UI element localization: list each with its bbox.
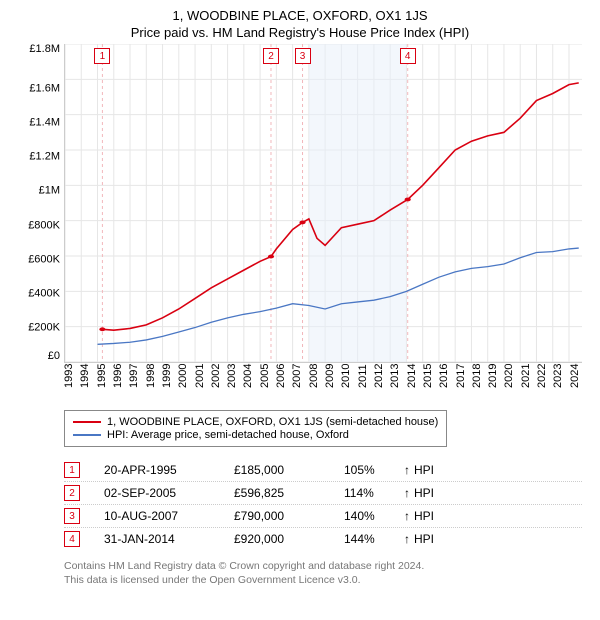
x-tick: 1995 [97, 364, 109, 404]
x-tick: 2019 [488, 364, 500, 404]
footer: Contains HM Land Registry data © Crown c… [64, 560, 582, 587]
plot-area: 1 23 4 [64, 44, 582, 363]
x-tick: 2007 [292, 364, 304, 404]
x-tick: 1996 [113, 364, 125, 404]
sale-suffix: HPI [414, 486, 434, 500]
sale-price: £790,000 [234, 509, 344, 523]
legend-item-property: 1, WOODBINE PLACE, OXFORD, OX1 1JS (semi… [73, 416, 438, 428]
sale-date: 10-AUG-2007 [104, 509, 234, 523]
sales-table: 120-APR-1995£185,000105%↑HPI202-SEP-2005… [64, 459, 582, 550]
arrow-up-icon: ↑ [404, 486, 410, 500]
arrow-up-icon: ↑ [404, 509, 410, 523]
y-tick: £1M [39, 186, 60, 197]
footer-line-1: Contains HM Land Registry data © Crown c… [64, 560, 582, 574]
page-title: 1, WOODBINE PLACE, OXFORD, OX1 1JS [18, 8, 582, 23]
x-tick: 2014 [407, 364, 419, 404]
y-tick: £800K [28, 220, 60, 231]
legend-item-hpi: HPI: Average price, semi-detached house,… [73, 429, 438, 441]
sale-pct: 114% [344, 486, 404, 500]
y-tick: £1.2M [29, 152, 60, 163]
sale-price: £920,000 [234, 532, 344, 546]
x-tick: 2010 [341, 364, 353, 404]
x-tick: 2008 [309, 364, 321, 404]
x-tick: 2005 [260, 364, 272, 404]
sale-date: 20-APR-1995 [104, 463, 234, 477]
arrow-up-icon: ↑ [404, 532, 410, 546]
sale-pct: 140% [344, 509, 404, 523]
table-row: 3 10-AUG-2007£790,000140%↑ HPI [64, 505, 582, 528]
x-tick: 2017 [456, 364, 468, 404]
marker-flag: 2 [263, 48, 279, 64]
sale-marker: 2 [64, 485, 80, 501]
marker-flag: 1 [94, 48, 110, 64]
legend-label-property: 1, WOODBINE PLACE, OXFORD, OX1 1JS (semi… [107, 416, 438, 428]
page: 1, WOODBINE PLACE, OXFORD, OX1 1JS Price… [0, 0, 600, 620]
legend-label-hpi: HPI: Average price, semi-detached house,… [107, 429, 349, 441]
x-tick: 2023 [553, 364, 565, 404]
x-tick: 2009 [325, 364, 337, 404]
x-axis: 1993 1994 1995 1996 1997 1998 1999 2000 2001 2002… [64, 362, 582, 404]
sale-suffix: HPI [414, 532, 434, 546]
x-tick: 2011 [358, 364, 370, 404]
x-tick: 2004 [243, 364, 255, 404]
sale-date: 31-JAN-2014 [104, 532, 234, 546]
y-tick: £1.4M [29, 118, 60, 129]
arrow-up-icon: ↑ [404, 463, 410, 477]
table-row: 4 31-JAN-2014£920,000144%↑ HPI [64, 528, 582, 550]
y-tick: £400K [28, 288, 60, 299]
sale-pct: 144% [344, 532, 404, 546]
sale-marker: 3 [64, 508, 80, 524]
x-tick: 2020 [504, 364, 516, 404]
x-tick: 1993 [64, 364, 76, 404]
sale-suffix: HPI [414, 463, 434, 477]
page-subtitle: Price paid vs. HM Land Registry's House … [18, 25, 582, 40]
x-tick: 2015 [423, 364, 435, 404]
sale-marker: 4 [64, 531, 80, 547]
table-row: 2 02-SEP-2005£596,825114%↑ HPI [64, 482, 582, 505]
x-tick: 2018 [472, 364, 484, 404]
legend-swatch-property [73, 421, 101, 423]
sale-marker: 1 [64, 462, 80, 478]
sale-price: £185,000 [234, 463, 344, 477]
x-tick: 2013 [390, 364, 402, 404]
x-tick: 2002 [211, 364, 223, 404]
sale-date: 02-SEP-2005 [104, 486, 234, 500]
table-row: 1 20-APR-1995£185,000105%↑ HPI [64, 459, 582, 482]
footer-line-2: This data is licensed under the Open Gov… [64, 574, 582, 588]
x-tick: 2003 [227, 364, 239, 404]
x-tick: 1997 [129, 364, 141, 404]
x-tick: 2024 [570, 364, 582, 404]
y-tick: £1.8M [29, 44, 60, 55]
x-tick: 2016 [439, 364, 451, 404]
x-tick: 2022 [537, 364, 549, 404]
marker-flag: 4 [400, 48, 416, 64]
y-tick: £0 [48, 351, 60, 362]
y-axis: £1.8M £1.6M £1.4M £1.2M £1M £800K £600K £400K £2… [18, 44, 64, 362]
legend-swatch-hpi [73, 434, 101, 436]
y-tick: £1.6M [29, 84, 60, 95]
x-tick: 2001 [195, 364, 207, 404]
legend: 1, WOODBINE PLACE, OXFORD, OX1 1JS (semi… [64, 410, 447, 447]
y-tick: £600K [28, 254, 60, 265]
x-tick: 1999 [162, 364, 174, 404]
x-tick: 1994 [80, 364, 92, 404]
sale-pct: 105% [344, 463, 404, 477]
sale-suffix: HPI [414, 509, 434, 523]
chart-svg [65, 44, 582, 362]
x-tick: 2021 [521, 364, 533, 404]
x-tick: 2000 [178, 364, 190, 404]
chart: £1.8M £1.6M £1.4M £1.2M £1M £800K £600K £400K £2… [18, 44, 582, 362]
x-tick: 2006 [276, 364, 288, 404]
sale-price: £596,825 [234, 486, 344, 500]
x-tick: 1998 [146, 364, 158, 404]
marker-flag: 3 [295, 48, 311, 64]
y-tick: £200K [28, 322, 60, 333]
x-tick: 2012 [374, 364, 386, 404]
